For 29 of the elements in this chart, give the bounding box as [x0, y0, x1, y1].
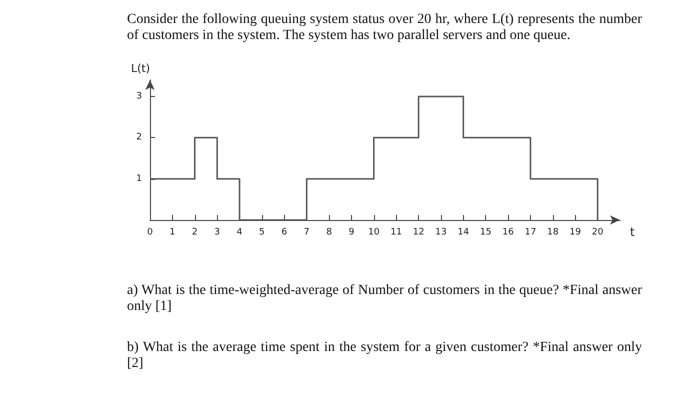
- x-tick-label: 1: [170, 228, 176, 238]
- x-tick-label: 2: [192, 228, 198, 238]
- y-tick-label: 1: [136, 174, 142, 184]
- text: b) What is the average time spent in the system for a given customer? *Final answer only [2]: [127, 340, 642, 372]
- x-tick-label: 8: [326, 228, 332, 238]
- x-tick-label: 9: [348, 228, 355, 238]
- y-tick-label: 2: [136, 132, 142, 143]
- text: a) What is the time-weighted-average of Number of customers in the queue? *Final answer only [1]: [127, 283, 642, 315]
- x-tick-label: 10: [368, 228, 380, 238]
- x-tick-label: 6: [281, 228, 288, 238]
- x-tick-label: 5: [259, 228, 265, 238]
- x-tick-label: 18: [547, 228, 559, 238]
- y-tick-label: 3: [136, 91, 142, 102]
- x-tick-label: 11: [390, 228, 402, 238]
- x-tick-label: 15: [480, 228, 492, 238]
- x-tick-label: 20: [592, 228, 604, 238]
- x-tick-label: 13: [435, 228, 447, 238]
- chart-title: Consider the following queuing system status over 20 hr, where L(t) represents the number of customers in the system. The system has two parallel servers and one queue.: [127, 12, 642, 44]
- y-axis-title: L(t): [130, 62, 150, 75]
- x-axis-title: t: [630, 225, 635, 239]
- x-tick-label: 12: [412, 228, 424, 238]
- x-tick-label: 0: [147, 228, 154, 238]
- x-tick-label: 19: [570, 228, 582, 238]
- x-tick-label: 14: [458, 228, 470, 238]
- x-tick-label: 17: [524, 228, 536, 238]
- x-tick-label: 3: [214, 228, 220, 238]
- x-tick-label: 16: [502, 228, 514, 238]
- x-tick-label: 7: [304, 228, 310, 238]
- x-tick-label: 4: [236, 228, 243, 238]
